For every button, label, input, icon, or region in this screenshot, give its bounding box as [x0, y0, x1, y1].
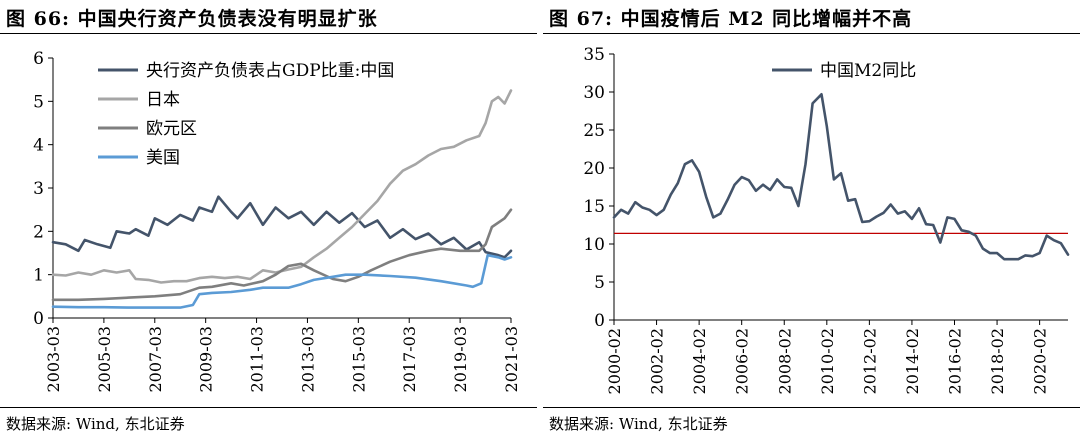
legend-label: 欧元区: [146, 119, 197, 139]
source-note: 数据来源: Wind, 东北证券: [6, 415, 185, 433]
figure-title: 图 67: 中国疫情后 M2 同比增幅并不高: [549, 8, 913, 30]
top-rule: [0, 33, 537, 34]
x-tick-label: 2021-03: [502, 326, 521, 392]
x-tick-label: 2016-02: [946, 328, 965, 394]
series-line: [51, 89, 513, 284]
source-note: 数据来源: Wind, 东北证券: [549, 415, 728, 433]
y-tick-label: 35: [583, 45, 605, 65]
x-tick-label: 2003-03: [44, 326, 63, 392]
x-tick-label: 2009-03: [197, 326, 216, 392]
x-tick-label: 2011-03: [248, 326, 267, 392]
x-tick-label: 2017-03: [400, 326, 419, 392]
y-tick-label: 5: [594, 273, 605, 293]
series-line: [51, 208, 513, 302]
series-line: [612, 92, 1070, 261]
series-line: [51, 253, 513, 309]
cb-balance-sheet-chart: 0 1 2 3 4 5 6 2003-03 2005-03 2007-03 2009-03 2011-…: [33, 49, 521, 392]
x-tick-label: 2014-02: [903, 328, 922, 394]
x-tick-label: 2005-03: [95, 326, 114, 392]
y-tick-label: 1: [33, 266, 44, 286]
y-tick-label: 25: [583, 121, 605, 141]
y-tick-label: 0: [594, 311, 605, 331]
figure-66-panel: 图 66: 中国央行资产负债表没有明显扩张 0 1 2 3 4 5 6 2003-03 2005…: [0, 0, 537, 437]
y-tick-label: 2: [33, 222, 44, 242]
series-line: [51, 195, 513, 259]
legend-label: 央行资产负债表占GDP比重:中国: [146, 61, 394, 81]
bottom-rule: [0, 407, 537, 408]
y-tick-label: 5: [33, 92, 44, 112]
top-rule: [543, 33, 1080, 34]
x-tick-label: 2006-02: [733, 328, 752, 394]
legend-label: 中国M2同比: [820, 61, 916, 81]
figure-title: 图 66: 中国央行资产负债表没有明显扩张: [6, 8, 378, 30]
x-tick-label: 2012-02: [860, 328, 879, 394]
x-tick-label: 2002-02: [648, 328, 667, 394]
y-tick-label: 10: [583, 235, 605, 255]
x-tick-label: 2013-03: [298, 326, 317, 392]
y-tick-label: 6: [33, 49, 44, 69]
x-tick-label: 2004-02: [690, 328, 709, 394]
bottom-rule: [543, 407, 1080, 408]
x-tick-label: 2008-02: [775, 328, 794, 394]
y-tick-label: 15: [583, 197, 605, 217]
x-tick-label: 2018-02: [988, 328, 1007, 394]
x-tick-label: 2010-02: [818, 328, 837, 394]
y-tick-label: 3: [33, 179, 44, 199]
m2-growth-chart: 0 5 10 15 20 25 30 35 2000-02 2002-02 2004-02 2006-…: [583, 45, 1070, 394]
x-tick-label: 2000-02: [605, 328, 624, 394]
x-tick-label: 2015-03: [349, 326, 368, 392]
legend-label: 日本: [146, 90, 180, 110]
y-tick-label: 4: [33, 136, 44, 156]
x-tick-label: 2019-03: [451, 326, 470, 392]
x-tick-label: 2007-03: [146, 326, 165, 392]
y-tick-label: 0: [33, 309, 44, 329]
legend-label: 美国: [146, 148, 180, 168]
y-tick-label: 30: [583, 83, 605, 103]
y-tick-label: 20: [583, 159, 605, 179]
x-tick-label: 2020-02: [1031, 328, 1050, 394]
figure-67-panel: 图 67: 中国疫情后 M2 同比增幅并不高 0 5 10 15 20 25 30 35 200…: [543, 0, 1080, 437]
